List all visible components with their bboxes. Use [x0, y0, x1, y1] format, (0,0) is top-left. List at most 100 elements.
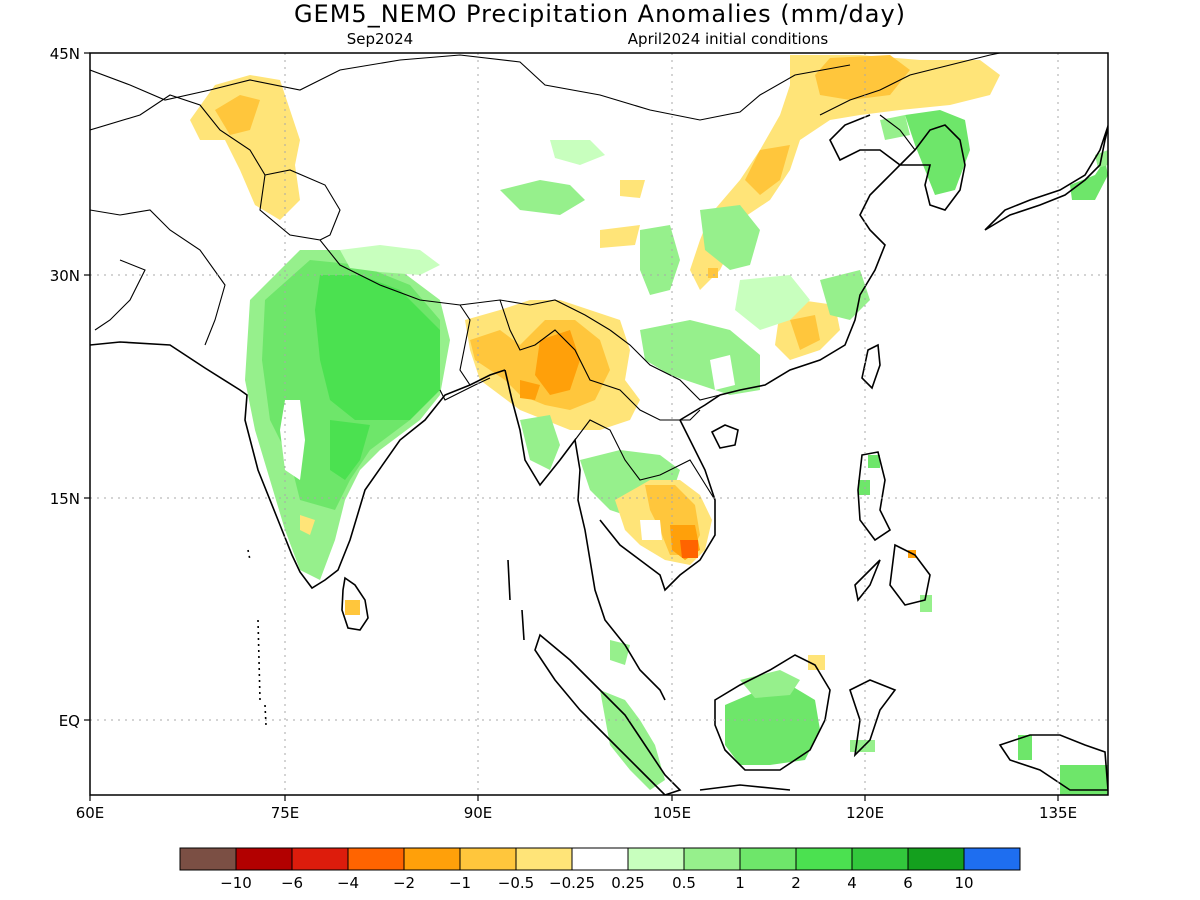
anomaly-region [868, 455, 880, 468]
coast-myanmar [504, 369, 666, 701]
colorbar-swatch [235, 847, 293, 871]
anomaly-region [345, 600, 360, 615]
grid-lines [90, 53, 1108, 795]
anomaly-region [330, 420, 370, 480]
colorbar-swatch [851, 847, 909, 871]
coast-sri-lanka [341, 576, 369, 631]
lon-label-105e: 105E [653, 804, 691, 822]
colorbar-swatch [795, 847, 853, 871]
colorbar-swatch [515, 847, 573, 871]
colorbar-swatch [683, 847, 741, 871]
coast-palawan [854, 559, 881, 602]
anomaly-region [850, 740, 875, 752]
coast-india [90, 341, 506, 590]
coast-japan [984, 123, 1108, 231]
lat-label-30n: 30N [50, 267, 80, 285]
anomaly-region [920, 595, 932, 612]
anomaly-region [600, 690, 665, 790]
anomaly-region [315, 275, 440, 420]
lon-label-75e: 75E [271, 804, 300, 822]
colorbar-swatch [739, 847, 797, 871]
anomaly-region [1070, 160, 1108, 200]
colorbar-tick-label: 10 [954, 874, 973, 892]
coast-luzon [857, 451, 892, 542]
colorbar-tick-label: 0.5 [672, 874, 696, 892]
colorbar-tick-label: −1 [449, 874, 471, 892]
colorbar-tick-label: −2 [393, 874, 415, 892]
country-borders [90, 53, 1001, 501]
colorbar-tick-label: 6 [903, 874, 913, 892]
colorbar-tick-label: −6 [281, 874, 303, 892]
coast-taiwan [861, 343, 881, 390]
anomaly-region [520, 380, 540, 400]
lon-label-90e: 90E [464, 804, 493, 822]
coast-maldives [247, 549, 267, 726]
colorbar-swatch [403, 847, 461, 871]
coast-korea [898, 124, 966, 211]
colorbar-swatch [963, 847, 1021, 871]
anomaly-region [680, 540, 698, 558]
anomaly-region [745, 145, 790, 195]
colorbar-swatch [347, 847, 405, 871]
anomaly-region [815, 55, 910, 100]
colorbar [179, 847, 1021, 871]
coast-sumatra [534, 633, 682, 795]
colorbar-swatch [291, 847, 349, 871]
anomaly-region [710, 355, 735, 390]
lat-label-eq: EQ [59, 712, 80, 730]
coast-newguinea [998, 734, 1108, 791]
anomaly-region [610, 640, 630, 665]
colorbar-tick-label: −0.5 [498, 874, 534, 892]
colorbar-labels: −10 −6 −4 −2 −1 −0.5 −0.25 0.25 0.5 1 2 4 6 10 [220, 874, 973, 892]
map-subtitle-init: April2024 initial conditions [628, 30, 829, 48]
anomaly-region [708, 268, 718, 278]
plot-frame [89, 52, 1109, 796]
anomaly-field [190, 55, 1108, 795]
anomaly-region [640, 520, 662, 540]
anomaly-region [700, 205, 760, 270]
anomaly-region [1018, 735, 1032, 760]
lon-label-120e: 120E [846, 804, 884, 822]
anomaly-region [1060, 765, 1108, 795]
anomaly-region [550, 140, 605, 165]
anomaly-region [600, 225, 640, 248]
anomaly-region [500, 180, 585, 215]
coast-sulawesi [849, 679, 897, 758]
colorbar-tick-label: 0.25 [611, 874, 644, 892]
anomaly-region [735, 275, 810, 330]
anomaly-region [620, 180, 645, 198]
lon-label-135e: 135E [1039, 804, 1077, 822]
map-title: GEM5_NEMO Precipitation Anomalies (mm/da… [294, 0, 906, 28]
anomaly-region [808, 655, 825, 670]
colorbar-tick-label: −4 [337, 874, 359, 892]
anomaly-region [790, 315, 820, 350]
anomaly-region [640, 225, 680, 295]
anomaly-region [300, 515, 315, 535]
anomaly-region [640, 320, 760, 395]
colorbar-tick-label: 1 [735, 874, 745, 892]
coast-indochina [599, 114, 902, 592]
colorbar-tick-label: 4 [847, 874, 857, 892]
map-subtitle-month: Sep2024 [347, 30, 413, 48]
lat-label-15n: 15N [50, 490, 80, 508]
lat-label-45n: 45N [50, 45, 80, 63]
coast-java [699, 784, 791, 791]
axis-ticks [84, 52, 1059, 801]
colorbar-swatch [627, 847, 685, 871]
anomaly-region [520, 415, 560, 470]
colorbar-swatch [907, 847, 965, 871]
colorbar-swatch [459, 847, 517, 871]
anomaly-region [280, 400, 305, 480]
colorbar-tick-label: −0.25 [549, 874, 595, 892]
colorbar-tick-label: 2 [791, 874, 801, 892]
colorbar-tick-label: −10 [220, 874, 252, 892]
anomaly-region [905, 110, 970, 195]
colorbar-swatch [179, 847, 237, 871]
coast-andaman [507, 559, 525, 641]
anomaly-region [725, 685, 820, 765]
colorbar-swatch [571, 847, 629, 871]
anomaly-region [215, 95, 260, 135]
anomaly-region [340, 245, 440, 275]
anomaly-region [535, 330, 580, 395]
